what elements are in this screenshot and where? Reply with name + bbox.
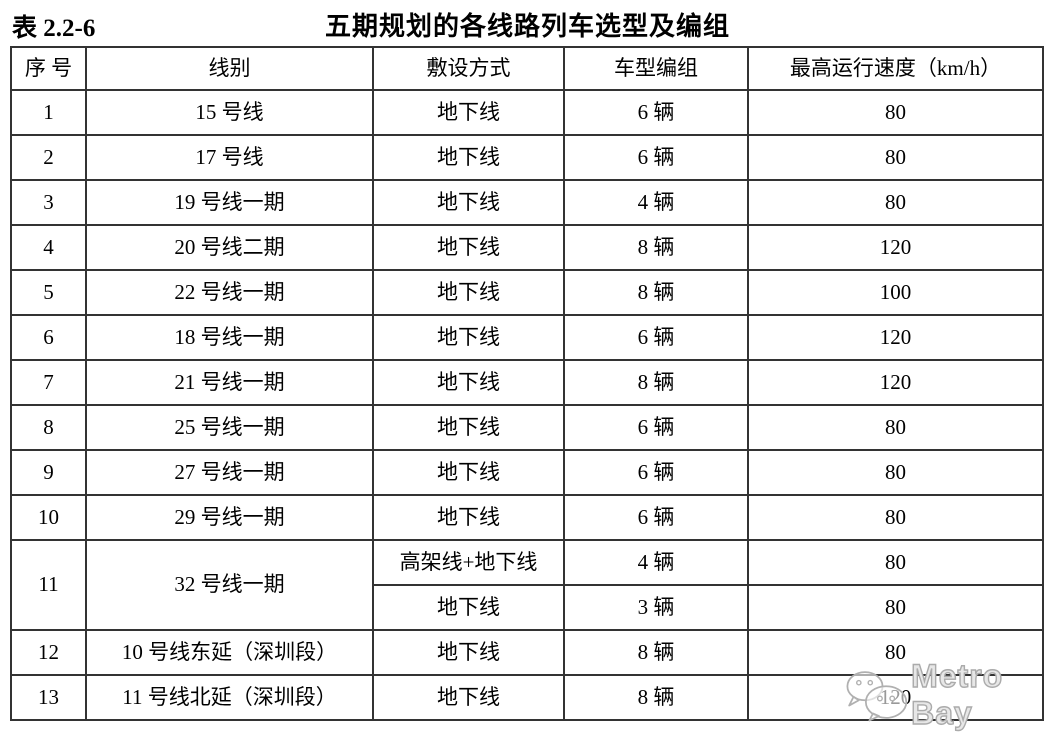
cell-line: 18 号线一期 <box>85 314 374 361</box>
cell-formation: 8 辆 <box>563 224 749 271</box>
header-row: 序 号 线别 敷设方式 车型编组 最高运行速度（km/h） <box>10 46 1044 91</box>
table-row-sub: 地下线 3 辆 80 <box>11 584 1044 631</box>
cell-no: 13 <box>10 674 87 721</box>
cell-laying: 地下线 <box>372 404 565 451</box>
header-laying: 敷设方式 <box>372 46 565 91</box>
cell-formation: 6 辆 <box>563 404 749 451</box>
cell-laying: 地下线 <box>372 314 565 361</box>
table-number-label: 表 2.2-6 <box>12 15 96 42</box>
cell-line: 10 号线东延（深圳段） <box>85 629 374 676</box>
cell-formation: 6 辆 <box>563 134 749 181</box>
cell-formation: 6 辆 <box>563 314 749 361</box>
table-row: 6 18 号线一期 地下线 6 辆 120 <box>10 314 1044 361</box>
table-row: 11 32 号线一期 高架线+地下线 4 辆 80 <box>10 539 1044 631</box>
cell-line: 27 号线一期 <box>85 449 374 496</box>
cell-laying: 地下线 <box>372 449 565 496</box>
cell-line: 17 号线 <box>85 134 374 181</box>
cell-no: 5 <box>10 269 87 316</box>
table-row: 3 19 号线一期 地下线 4 辆 80 <box>10 179 1044 226</box>
cell-speed: 120 <box>747 314 1044 361</box>
table-title: 五期规划的各线路列车选型及编组 <box>324 11 730 41</box>
cell-speed: 80 <box>747 134 1044 181</box>
cell-no: 12 <box>10 629 87 676</box>
cell-laying: 地下线 <box>372 134 565 181</box>
cell-speed: 80 <box>747 584 1044 631</box>
cell-formation: 6 辆 <box>563 494 749 541</box>
cell-speed: 120 <box>747 224 1044 271</box>
cell-line: 29 号线一期 <box>85 494 374 541</box>
cell-no: 6 <box>10 314 87 361</box>
cell-line: 22 号线一期 <box>85 269 374 316</box>
cell-formation: 8 辆 <box>563 674 749 721</box>
cell-line: 32 号线一期 <box>85 539 374 631</box>
table-row: 7 21 号线一期 地下线 8 辆 120 <box>10 359 1044 406</box>
cell-laying: 地下线 <box>372 359 565 406</box>
cell-no: 10 <box>10 494 87 541</box>
table-row: 12 10 号线东延（深圳段） 地下线 8 辆 80 <box>10 629 1044 676</box>
cell-no: 9 <box>10 449 87 496</box>
cell-no: 1 <box>10 89 87 136</box>
cell-speed: 120 <box>747 359 1044 406</box>
table-row: 8 25 号线一期 地下线 6 辆 80 <box>10 404 1044 451</box>
table-row: 9 27 号线一期 地下线 6 辆 80 <box>10 449 1044 496</box>
cell-speed: 80 <box>747 449 1044 496</box>
cell-laying: 地下线 <box>372 89 565 136</box>
cell-formation: 6 辆 <box>563 89 749 136</box>
cell-speed: 80 <box>747 89 1044 136</box>
cell-no: 2 <box>10 134 87 181</box>
cell-laying: 地下线 <box>372 224 565 271</box>
header-formation: 车型编组 <box>563 46 749 91</box>
table-row: 5 22 号线一期 地下线 8 辆 100 <box>10 269 1044 316</box>
cell-line: 19 号线一期 <box>85 179 374 226</box>
cell-speed: 80 <box>747 539 1044 586</box>
cell-speed: 80 <box>747 629 1044 676</box>
cell-laying: 地下线 <box>372 584 565 631</box>
cell-line: 25 号线一期 <box>85 404 374 451</box>
table-row: 2 17 号线 地下线 6 辆 80 <box>10 134 1044 181</box>
cell-no: 3 <box>10 179 87 226</box>
cell-speed: 80 <box>747 404 1044 451</box>
cell-no: 7 <box>10 359 87 406</box>
cell-formation: 8 辆 <box>563 269 749 316</box>
cell-line: 21 号线一期 <box>85 359 374 406</box>
cell-speed: 120 <box>747 674 1044 721</box>
cell-laying: 地下线 <box>372 674 565 721</box>
table-row: 10 29 号线一期 地下线 6 辆 80 <box>10 494 1044 541</box>
table-row: 4 20 号线二期 地下线 8 辆 120 <box>10 224 1044 271</box>
table-caption: 表 2.2-6 五期规划的各线路列车选型及编组 <box>0 2 1055 44</box>
cell-speed: 80 <box>747 179 1044 226</box>
cell-laying: 地下线 <box>372 269 565 316</box>
cell-line: 15 号线 <box>85 89 374 136</box>
table-row: 1 15 号线 地下线 6 辆 80 <box>10 89 1044 136</box>
cell-laying: 高架线+地下线 <box>372 539 565 586</box>
train-selection-table: 序 号 线别 敷设方式 车型编组 最高运行速度（km/h） 1 15 号线 地下… <box>10 46 1044 721</box>
cell-formation: 4 辆 <box>563 539 749 586</box>
header-serial: 序 号 <box>10 46 87 91</box>
cell-laying: 地下线 <box>372 494 565 541</box>
cell-formation: 8 辆 <box>563 629 749 676</box>
cell-formation: 3 辆 <box>563 584 749 631</box>
cell-laying: 地下线 <box>372 179 565 226</box>
header-speed: 最高运行速度（km/h） <box>747 46 1044 91</box>
cell-speed: 100 <box>747 269 1044 316</box>
table-row: 13 11 号线北延（深圳段） 地下线 8 辆 120 <box>10 674 1044 721</box>
cell-formation: 8 辆 <box>563 359 749 406</box>
cell-line: 11 号线北延（深圳段） <box>85 674 374 721</box>
cell-speed: 80 <box>747 494 1044 541</box>
cell-formation: 4 辆 <box>563 179 749 226</box>
cell-laying: 地下线 <box>372 629 565 676</box>
cell-line: 20 号线二期 <box>85 224 374 271</box>
cell-no: 11 <box>10 539 87 631</box>
header-line: 线别 <box>85 46 374 91</box>
cell-no: 8 <box>10 404 87 451</box>
cell-formation: 6 辆 <box>563 449 749 496</box>
cell-no: 4 <box>10 224 87 271</box>
